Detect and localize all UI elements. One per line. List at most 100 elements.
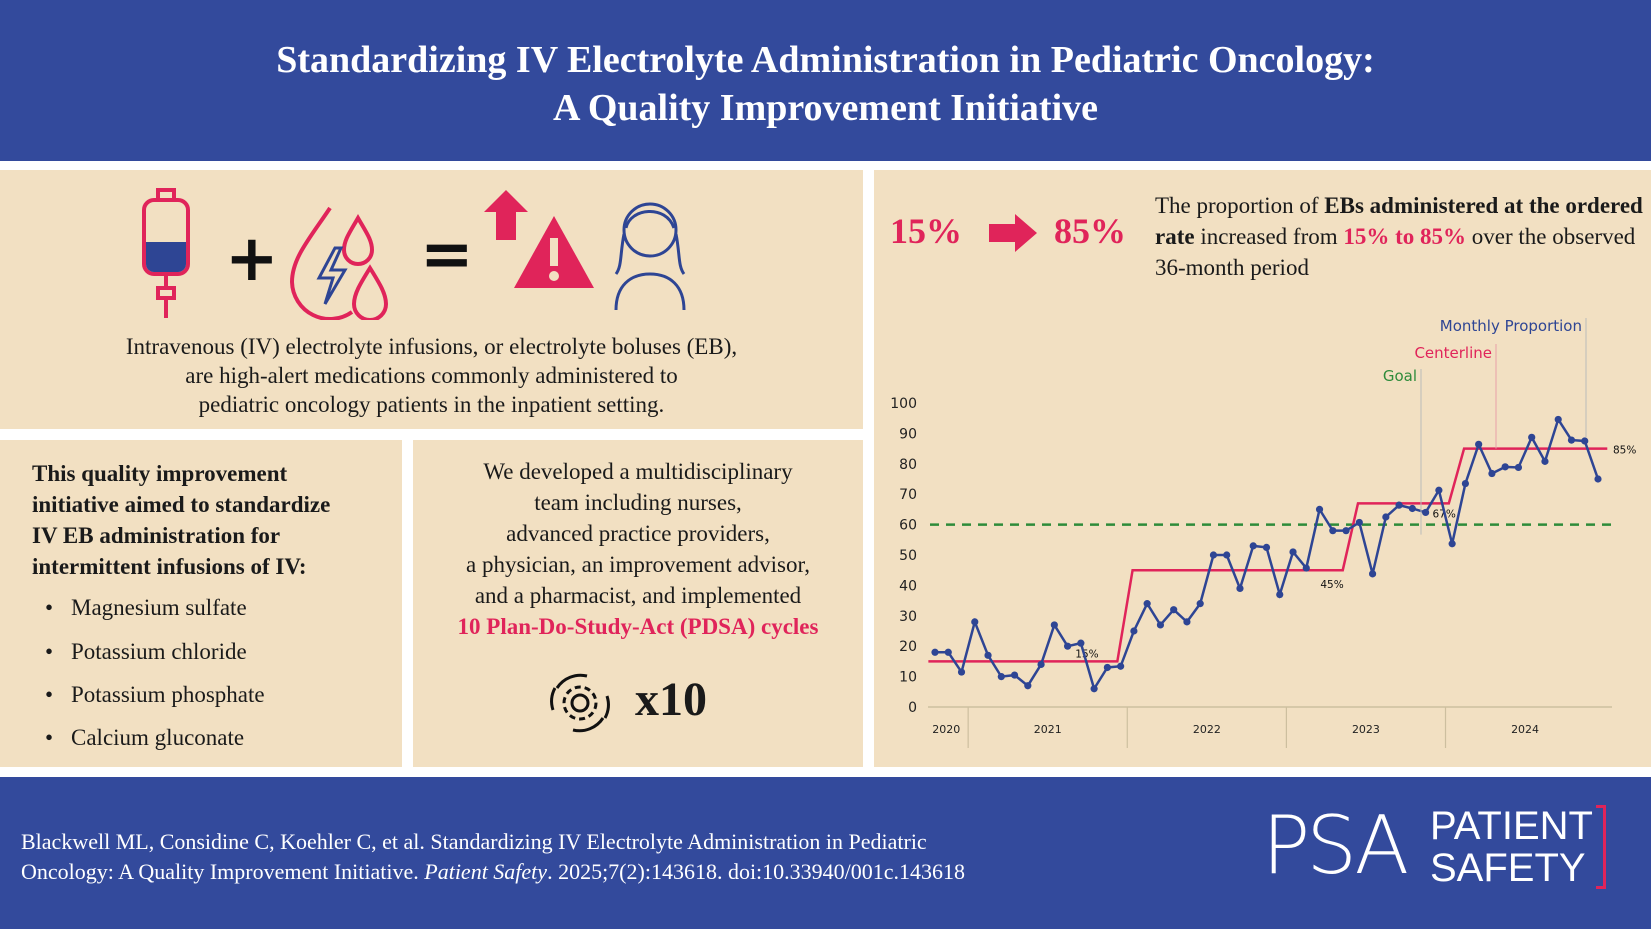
y-tick-label: 80 bbox=[899, 457, 917, 473]
data-point bbox=[1355, 518, 1363, 527]
data-point bbox=[1302, 564, 1310, 572]
data-point bbox=[1408, 504, 1416, 513]
data-point bbox=[1528, 433, 1536, 441]
y-tick-label: 0 bbox=[908, 700, 917, 716]
legend-centerline: Centerline bbox=[1414, 344, 1492, 362]
data-point bbox=[1037, 660, 1045, 669]
y-tick-label: 70 bbox=[899, 487, 917, 503]
intro-panel: + = Intravenous (IV) electrolyte infusio… bbox=[0, 170, 863, 429]
data-point bbox=[1262, 543, 1271, 552]
data-point bbox=[1567, 436, 1576, 444]
bullet-item: • Potassium chloride bbox=[45, 639, 247, 664]
bullet-item: • Magnesium sulfate bbox=[45, 595, 247, 620]
centerline-label: 85% bbox=[1613, 445, 1636, 457]
cycles-count: x10 bbox=[635, 673, 707, 726]
data-point bbox=[1395, 501, 1403, 509]
data-point bbox=[1368, 570, 1377, 578]
plus-icon: + bbox=[225, 222, 279, 296]
data-point bbox=[1143, 600, 1151, 608]
data-point bbox=[1329, 527, 1337, 535]
data-point bbox=[1090, 685, 1098, 693]
data-point bbox=[1024, 682, 1032, 690]
data-point bbox=[984, 651, 992, 659]
child-patient-icon bbox=[614, 202, 686, 311]
data-point bbox=[1435, 486, 1443, 494]
intro-icons: + = bbox=[142, 188, 686, 320]
data-point bbox=[1077, 639, 1085, 647]
y-tick-label: 90 bbox=[899, 426, 917, 442]
data-point bbox=[1130, 627, 1138, 635]
y-tick-label: 30 bbox=[899, 609, 917, 625]
page-title: Standardizing IV Electrolyte Administrat… bbox=[276, 39, 1375, 129]
electrolyte-drops-icon bbox=[289, 206, 389, 320]
bullet-item: • Calcium gluconate bbox=[45, 725, 245, 750]
data-point bbox=[1249, 542, 1257, 550]
data-point bbox=[1117, 662, 1125, 670]
data-point bbox=[1554, 415, 1562, 424]
footer: Blackwell ML, Considine C, Koehler C, et… bbox=[0, 777, 1651, 929]
x-year-label: 2020 bbox=[932, 723, 960, 736]
centerline bbox=[928, 447, 1608, 663]
header: Standardizing IV Electrolyte Administrat… bbox=[0, 0, 1651, 161]
x-year-label: 2022 bbox=[1193, 723, 1221, 736]
aim-text: This quality improvement initiative aimed… bbox=[32, 461, 331, 579]
data-point bbox=[931, 648, 939, 656]
centerline-label: 45% bbox=[1320, 579, 1343, 591]
y-tick-label: 50 bbox=[899, 548, 917, 564]
bullet-item: • Potassium phosphate bbox=[45, 682, 265, 707]
methods-panel: We developed a multidisciplinary team inc… bbox=[413, 440, 863, 767]
y-tick-label: 100 bbox=[890, 396, 917, 412]
baseline-percent: 15% bbox=[890, 211, 962, 251]
data-point bbox=[1196, 600, 1204, 608]
cycle-gear-icon bbox=[550, 673, 610, 733]
data-point bbox=[1170, 606, 1178, 614]
data-point bbox=[1156, 621, 1165, 629]
data-point bbox=[1448, 540, 1456, 548]
y-tick-label: 60 bbox=[899, 518, 917, 534]
y-tick-label: 20 bbox=[899, 639, 917, 655]
data-point bbox=[1223, 551, 1231, 559]
logo-bracket bbox=[1596, 805, 1606, 889]
data-point bbox=[1010, 671, 1019, 679]
data-point bbox=[1382, 513, 1390, 521]
data-point bbox=[1050, 621, 1058, 629]
increase-warning-icon bbox=[484, 190, 594, 288]
x-year-label: 2021 bbox=[1034, 723, 1062, 736]
y-tick-label: 10 bbox=[899, 670, 917, 686]
arrow-right-icon bbox=[989, 214, 1037, 252]
final-percent: 85% bbox=[1054, 211, 1126, 251]
data-point bbox=[1488, 469, 1496, 478]
data-point bbox=[1475, 440, 1483, 448]
methods-text: We developed a multidisciplinary team inc… bbox=[457, 459, 819, 639]
data-point bbox=[1342, 527, 1350, 535]
data-point bbox=[1315, 505, 1324, 513]
data-point bbox=[971, 618, 979, 626]
intro-text: Intravenous (IV) electrolyte infusions, … bbox=[125, 334, 738, 417]
centerline-label: 15% bbox=[1075, 648, 1098, 660]
data-point bbox=[1276, 590, 1284, 599]
data-point bbox=[1236, 584, 1244, 593]
data-point bbox=[1422, 508, 1430, 517]
legend-goal: Goal bbox=[1383, 367, 1417, 385]
data-point bbox=[1289, 548, 1297, 556]
legend-monthly-proportion: Monthly Proportion bbox=[1440, 317, 1582, 335]
data-point bbox=[1064, 642, 1072, 650]
data-point bbox=[1461, 479, 1469, 488]
monthly-proportion-line bbox=[935, 416, 1600, 692]
data-point bbox=[1183, 618, 1191, 626]
y-tick-label: 40 bbox=[899, 578, 917, 594]
iv-bag-icon bbox=[142, 188, 190, 318]
data-point bbox=[1594, 475, 1602, 483]
psa-logo: PSA PATIENT SAFETY bbox=[1262, 801, 1651, 901]
result-text: The proportion of EBs administered at th… bbox=[1155, 193, 1643, 280]
citation: Blackwell ML, Considine C, Koehler C, et… bbox=[21, 829, 966, 884]
data-point bbox=[1103, 663, 1111, 672]
aim-panel: This quality improvement initiative aimed… bbox=[0, 440, 402, 767]
data-point bbox=[1541, 457, 1549, 465]
data-point bbox=[997, 673, 1005, 681]
equals-icon: = bbox=[420, 218, 474, 292]
x-year-label: 2023 bbox=[1352, 723, 1380, 736]
data-point bbox=[1581, 437, 1589, 445]
x-year-label: 2024 bbox=[1511, 723, 1539, 736]
